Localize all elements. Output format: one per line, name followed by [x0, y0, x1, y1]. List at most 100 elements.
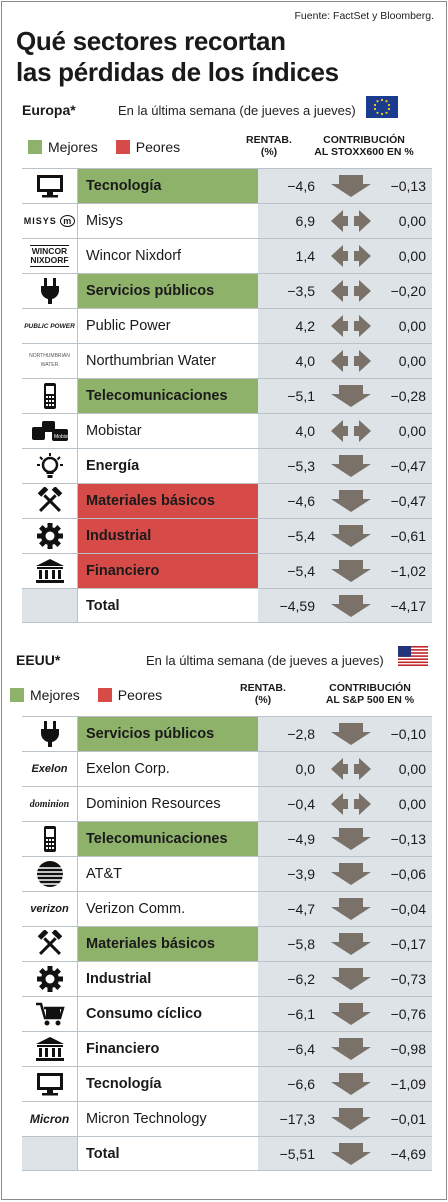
down-arrow-icon — [331, 525, 371, 547]
hammers-icon — [22, 484, 78, 518]
row-arrow — [321, 169, 381, 203]
row-arrow — [321, 752, 381, 786]
row-contrib-value: −0,47 — [381, 449, 432, 483]
down-arrow-icon — [331, 594, 371, 617]
table-row: Industrial −6,2 −0,73 — [22, 961, 432, 996]
left-right-arrow-icon — [331, 280, 371, 302]
table-row: Servicios públicos −2,8 −0,10 — [22, 716, 432, 751]
row-arrow — [321, 519, 381, 553]
table-row: Materiales básicos −4,6 −0,47 — [22, 483, 432, 518]
row-label: Industrial — [78, 519, 258, 553]
row-label: Materiales básicos — [78, 484, 258, 518]
table-row: Tecnología −6,6 −1,09 — [22, 1066, 432, 1101]
row-contrib-value: −0,20 — [381, 274, 432, 308]
row-label: Public Power — [78, 309, 258, 343]
bank-building-icon — [22, 554, 78, 588]
row-label: Tecnología — [78, 169, 258, 203]
row-label: Tecnología — [78, 1067, 258, 1101]
verizon-logo: verizon — [22, 892, 78, 926]
europe-col-contrib-header: CONTRIBUCIÓN AL STOXX600 EN % — [314, 134, 414, 158]
row-return-value: −6,2 — [258, 962, 321, 996]
legend-better-label: Mejores — [30, 687, 80, 703]
row-contrib-value: 0,00 — [381, 414, 432, 448]
row-label: Industrial — [78, 962, 258, 996]
title-line-2: las pérdidas de los índices — [16, 57, 339, 87]
table-row: Telecomunicaciones −4,9 −0,13 — [22, 821, 432, 856]
row-return-value: 4,0 — [258, 414, 321, 448]
table-row: Tecnología −4,6 −0,13 — [22, 168, 432, 203]
row-return-value: −0,4 — [258, 787, 321, 821]
table-row: PUBLIC POWER Public Power 4,2 0,00 — [22, 308, 432, 343]
down-arrow-icon — [331, 1003, 371, 1025]
europe-legend: Mejores Peores — [28, 139, 198, 155]
row-contrib-value: 0,00 — [381, 787, 432, 821]
total-row: Total −5,51 −4,69 — [22, 1136, 432, 1171]
mobistar-logo: Mobistar — [22, 414, 78, 448]
svg-text:Mobistar: Mobistar — [54, 434, 70, 440]
row-arrow — [321, 717, 381, 751]
row-contrib-value: −0,47 — [381, 484, 432, 518]
legend-better-swatch — [28, 140, 42, 154]
us-legend: Mejores Peores — [10, 687, 180, 703]
down-arrow-icon — [331, 1038, 371, 1060]
row-arrow — [321, 449, 381, 483]
row-label: Mobistar — [78, 414, 258, 448]
total-spacer — [22, 1137, 78, 1170]
total-arrow — [321, 1137, 381, 1170]
row-arrow — [321, 309, 381, 343]
row-label: Northumbrian Water — [78, 344, 258, 378]
us-subtitle: En la última semana (de jueves a jueves) — [146, 653, 384, 668]
row-arrow — [321, 344, 381, 378]
total-return-value: −4,59 — [258, 589, 321, 622]
down-arrow-icon — [331, 898, 371, 920]
computer-monitor-icon — [22, 169, 78, 203]
legend-better-label: Mejores — [48, 139, 98, 155]
row-return-value: −3,9 — [258, 857, 321, 891]
row-contrib-value: −0,13 — [381, 169, 432, 203]
row-contrib-value: −0,98 — [381, 1032, 432, 1066]
row-contrib-value: 0,00 — [381, 239, 432, 273]
row-contrib-value: −0,61 — [381, 519, 432, 553]
legend-worse-label: Peores — [135, 139, 181, 155]
down-arrow-icon — [331, 933, 371, 955]
row-label: Wincor Nixdorf — [78, 239, 258, 273]
title-line-1: Qué sectores recortan — [16, 26, 286, 56]
left-right-arrow-icon — [331, 758, 371, 780]
table-row: Exelon Exelon Corp. 0,0 0,00 — [22, 751, 432, 786]
row-arrow — [321, 1032, 381, 1066]
row-return-value: −5,4 — [258, 519, 321, 553]
eu-flag-icon — [366, 96, 398, 118]
table-row: MISYS m Misys 6,9 0,00 — [22, 203, 432, 238]
row-contrib-value: −1,09 — [381, 1067, 432, 1101]
row-arrow — [321, 997, 381, 1031]
gear-icon — [22, 962, 78, 996]
row-arrow — [321, 857, 381, 891]
row-contrib-value: −0,04 — [381, 892, 432, 926]
row-label: Exelon Corp. — [78, 752, 258, 786]
row-arrow — [321, 379, 381, 413]
left-right-arrow-icon — [331, 210, 371, 232]
down-arrow-icon — [331, 968, 371, 990]
row-return-value: −3,5 — [258, 274, 321, 308]
legend-better-swatch — [10, 688, 24, 702]
down-arrow-icon — [331, 385, 371, 407]
row-contrib-value: 0,00 — [381, 309, 432, 343]
row-arrow — [321, 239, 381, 273]
table-row: AT&T −3,9 −0,06 — [22, 856, 432, 891]
left-right-arrow-icon — [331, 245, 371, 267]
down-arrow-icon — [331, 490, 371, 512]
row-label: Financiero — [78, 1032, 258, 1066]
table-row: verizon Verizon Comm. −4,7 −0,04 — [22, 891, 432, 926]
table-row: NORTHUMBRIAN WATER Northumbrian Water 4,0 0… — [22, 343, 432, 378]
row-return-value: 4,2 — [258, 309, 321, 343]
total-label: Total — [78, 589, 258, 622]
europe-subtitle: En la última semana (de jueves a jueves) — [118, 103, 356, 118]
row-arrow — [321, 204, 381, 238]
down-arrow-icon — [331, 175, 371, 197]
source-note: Fuente: FactSet y Bloomberg. — [294, 10, 434, 22]
row-contrib-value: −0,28 — [381, 379, 432, 413]
down-arrow-icon — [331, 828, 371, 850]
hammers-icon — [22, 927, 78, 961]
row-arrow — [321, 1102, 381, 1136]
us-section-name: EEUU* — [16, 652, 61, 668]
